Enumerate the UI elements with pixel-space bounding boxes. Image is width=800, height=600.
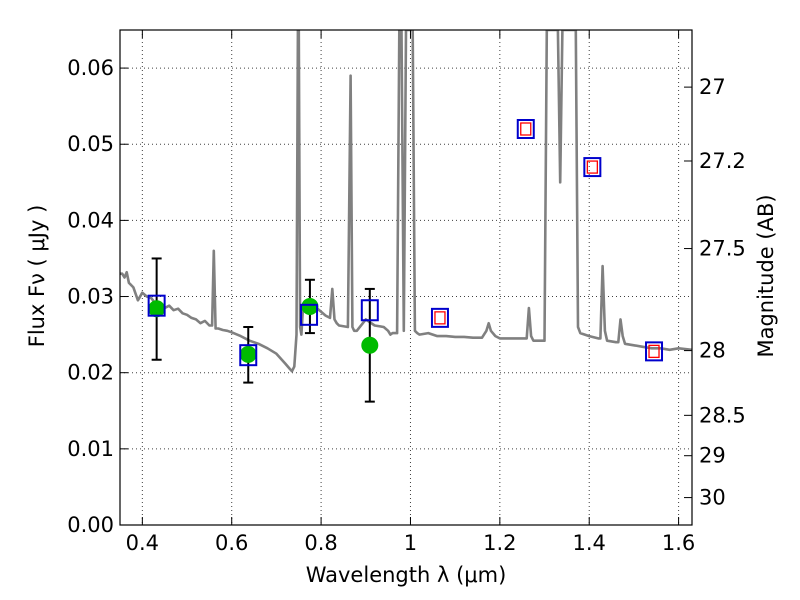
observed-point [301, 297, 319, 315]
y2-tick-label: 28 [699, 339, 726, 363]
model-bandpass-marker [300, 303, 319, 326]
model-bandpass-ir-marker [516, 119, 535, 139]
grid-lines [120, 30, 692, 525]
y-tick-label: 0.02 [67, 361, 114, 385]
x-tick-label: 0.6 [215, 531, 248, 555]
y-tick-label: 0.00 [67, 513, 114, 537]
observed-point [239, 345, 257, 363]
x-axis-label: Wavelength λ (μm) [306, 563, 507, 587]
x-tick-label: 0.4 [126, 531, 159, 555]
y-tick-label: 0.06 [67, 56, 114, 80]
y-tick-label: 0.05 [67, 132, 114, 156]
y-tick-label: 0.04 [67, 208, 114, 232]
model-bandpass-ir-inner [520, 122, 532, 136]
x-tick-label: 1.4 [573, 531, 606, 555]
y2-tick-label: 27 [699, 75, 726, 99]
y2-tick-label: 28.5 [699, 403, 746, 427]
y2-tick-label: 27.5 [699, 237, 746, 261]
model-bandpass-ir-marker [645, 341, 664, 362]
model-bandpass-ir-marker [430, 307, 449, 328]
y2-tick-label: 29 [699, 444, 726, 468]
model-bandpass-marker [147, 294, 166, 317]
y-tick-label: 0.03 [67, 285, 114, 309]
model-bandpass-ir-inner [648, 344, 660, 359]
y-tick-label: 0.01 [67, 437, 114, 461]
x-tick-label: 1 [404, 531, 417, 555]
tick-labels: 0.4 0.6 0.8 1 1.2 1.4 1.6 0.00 0.01 0.02 0.03 0.04 0… [67, 56, 746, 555]
model-bandpass-ir-inner [434, 311, 446, 325]
x-tick-label: 1.2 [483, 531, 516, 555]
x-tick-label: 0.8 [304, 531, 337, 555]
plot-frame [119, 29, 693, 526]
observed-point [148, 300, 166, 318]
model-bandpass-marker [360, 299, 379, 322]
x-tick-label: 1.6 [662, 531, 695, 555]
plot-area [120, 30, 692, 403]
model-sed-line [120, 30, 692, 373]
observed-point [361, 336, 379, 354]
model-bandpass-ir-inner [586, 160, 598, 174]
model-bandpass-ir-marker [583, 157, 602, 178]
axes [119, 29, 693, 526]
y-axis-label: Flux Fν ( μJy ) [25, 205, 49, 348]
model-bandpass-marker [239, 344, 258, 367]
y2-axis-label: Magnitude (AB) [754, 194, 778, 357]
plot-clipped [120, 30, 692, 373]
y2-tick-label: 30 [699, 486, 726, 510]
y2-tick-label: 27.2 [699, 149, 746, 173]
